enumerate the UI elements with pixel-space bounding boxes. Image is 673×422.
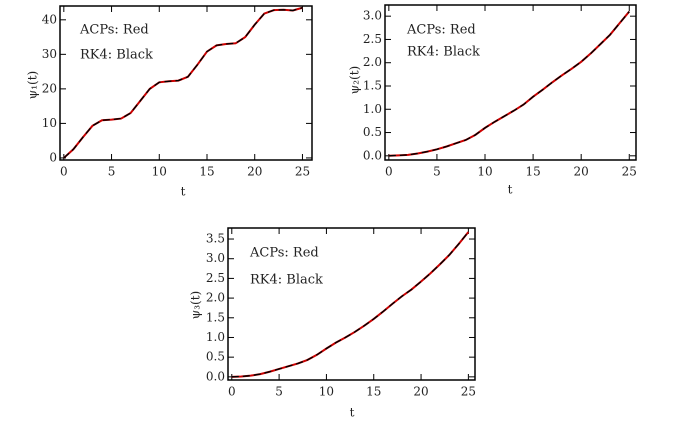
x-tick-label: 25 [295, 165, 310, 179]
annotation: ACPs: Red [79, 23, 149, 38]
annotation: RK4: Black [250, 273, 323, 288]
annotation: ACPs: Red [406, 23, 476, 38]
y-tick-label: 40 [42, 12, 57, 26]
y-tick-label: 0.0 [206, 369, 225, 383]
y-axis-label: ψ₃(t) [189, 291, 203, 319]
y-tick-label: 2.0 [363, 55, 382, 69]
y-tick-label: 3.0 [206, 251, 225, 265]
data-line [231, 231, 469, 378]
y-tick-label: 2.5 [206, 271, 225, 285]
y-tick-label: 2.0 [206, 291, 225, 305]
plot-frame [59, 5, 313, 161]
y-tick-label: 1.0 [363, 102, 382, 116]
x-tick-label: 10 [152, 165, 167, 179]
data-line [388, 10, 631, 157]
y-tick-label: 0.5 [206, 350, 225, 364]
x-tick-label: 10 [477, 165, 492, 179]
x-tick-label: 5 [108, 165, 116, 179]
x-tick-label: 15 [366, 385, 381, 399]
y-tick-label: 3.0 [363, 9, 382, 23]
y-tick-label: 1.5 [206, 310, 225, 324]
x-tick-label: 0 [60, 165, 68, 179]
y-tick-label: 0.5 [363, 125, 382, 139]
x-tick-label: 15 [199, 165, 214, 179]
x-axis-label: t [181, 185, 186, 199]
y-axis-label: ψ₂(t) [348, 66, 362, 94]
x-tick-label: 20 [574, 165, 589, 179]
x-tick-label: 20 [413, 385, 428, 399]
x-tick-label: 25 [622, 165, 637, 179]
y-tick-label: 1.5 [363, 78, 382, 92]
data-line [63, 7, 303, 159]
y-tick-label: 20 [42, 81, 57, 95]
plot-frame [384, 4, 637, 161]
x-tick-label: 5 [433, 165, 441, 179]
annotation: RK4: Black [80, 48, 153, 63]
y-tick-label: 3.5 [206, 232, 225, 246]
x-tick-label: 15 [525, 165, 540, 179]
x-tick-label: 20 [247, 165, 262, 179]
x-axis-label: t [508, 183, 513, 197]
x-tick-label: 25 [461, 385, 476, 399]
plot-frame [227, 227, 476, 381]
annotation: RK4: Black [407, 45, 480, 60]
y-tick-label: 0 [49, 150, 57, 164]
x-axis-label: t [350, 406, 355, 420]
y-tick-label: 30 [42, 47, 57, 61]
y-axis-label: ψ₁(t) [26, 71, 40, 99]
y-tick-label: 2.5 [363, 32, 382, 46]
x-tick-label: 0 [228, 385, 236, 399]
y-tick-label: 1.0 [206, 330, 225, 344]
y-tick-label: 0.0 [363, 148, 382, 162]
x-tick-label: 10 [319, 385, 334, 399]
x-tick-label: 5 [275, 385, 283, 399]
annotation: ACPs: Red [249, 246, 319, 261]
y-tick-label: 10 [42, 116, 57, 130]
x-tick-label: 0 [385, 165, 393, 179]
